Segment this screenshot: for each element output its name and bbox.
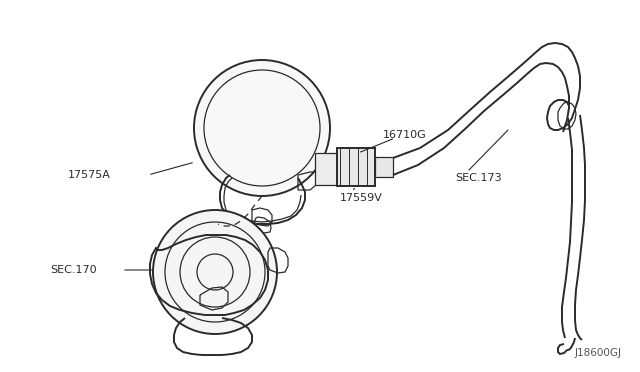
Text: J18600GJ: J18600GJ: [575, 348, 622, 358]
Text: 17575A: 17575A: [68, 170, 111, 180]
Text: 16710G: 16710G: [383, 130, 427, 140]
Circle shape: [194, 60, 330, 196]
FancyBboxPatch shape: [315, 153, 337, 185]
Text: SEC.173: SEC.173: [455, 173, 502, 183]
FancyBboxPatch shape: [375, 157, 393, 177]
FancyBboxPatch shape: [337, 148, 375, 186]
Text: 17559V: 17559V: [340, 193, 383, 203]
Text: SEC.170: SEC.170: [50, 265, 97, 275]
Circle shape: [153, 210, 277, 334]
